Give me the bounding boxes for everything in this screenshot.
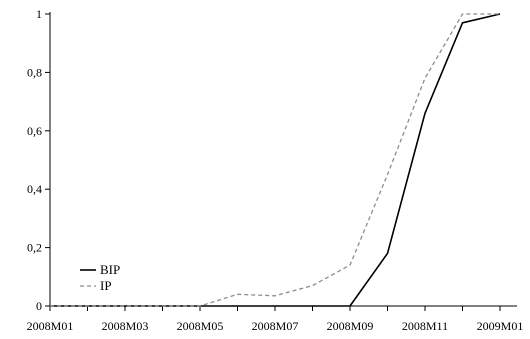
- y-tick-label: 0,6: [27, 124, 42, 138]
- x-tick-label: 2008M05: [177, 319, 224, 333]
- y-tick-label: 0: [36, 299, 42, 313]
- y-ticks: 0 0,2 0,4 0,6 0,8 1: [27, 7, 50, 313]
- x-tick-label: 2008M09: [327, 319, 374, 333]
- series-line-ip: [50, 13, 500, 307]
- y-tick-label: 0,4: [27, 182, 42, 196]
- y-tick-label: 1: [36, 7, 42, 21]
- legend-label-bip: BIP: [100, 262, 120, 277]
- series-lines: [50, 13, 501, 307]
- series-line-bip: [50, 13, 501, 307]
- y-tick-label: 0,2: [27, 241, 42, 255]
- x-tick-label: 2009M01: [477, 319, 524, 333]
- y-tick-label: 0,8: [27, 65, 42, 79]
- legend-label-ip: IP: [100, 278, 112, 293]
- x-tick-label: 2008M01: [27, 319, 74, 333]
- x-tick-label: 2008M11: [402, 319, 448, 333]
- x-tick-label: 2008M07: [252, 319, 299, 333]
- x-tick-label: 2008M03: [102, 319, 149, 333]
- x-ticks: 2008M01 2008M03 2008M05 2008M07 2008M09 2008M…: [27, 306, 524, 333]
